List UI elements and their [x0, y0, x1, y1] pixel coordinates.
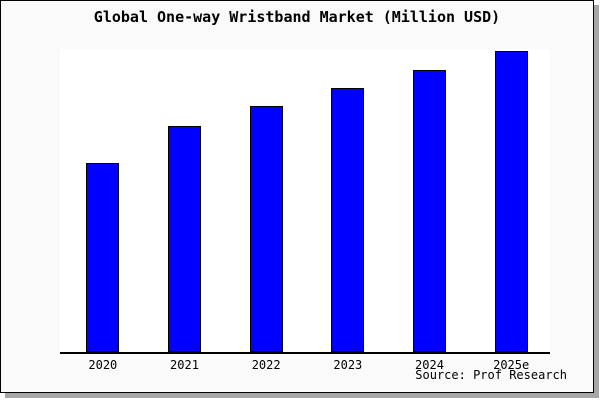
x-tick-label-2020: 2020	[88, 358, 118, 372]
bar-2024	[413, 70, 446, 352]
x-tick-label-2021: 2021	[170, 358, 199, 372]
bar-2021	[168, 126, 201, 352]
bar-2020	[86, 163, 119, 352]
bar-2023	[331, 88, 364, 352]
x-tick-label-2024: 2024	[415, 358, 444, 372]
x-tick-label-2023: 2023	[333, 358, 363, 372]
plot-area: 2020 2021 2022 2023 2024 2025e	[60, 49, 550, 372]
chart-panel: Global One-way Wristband Market (Million…	[0, 0, 594, 393]
source-note: Source: Prof Research	[415, 368, 567, 382]
x-tick-label-2025e: 2025e	[493, 358, 530, 372]
bar-2025e	[495, 51, 528, 352]
bar-2022	[250, 106, 283, 352]
chart-title: Global One-way Wristband Market (Million…	[93, 8, 501, 26]
x-tick-label-2022: 2022	[251, 358, 281, 372]
